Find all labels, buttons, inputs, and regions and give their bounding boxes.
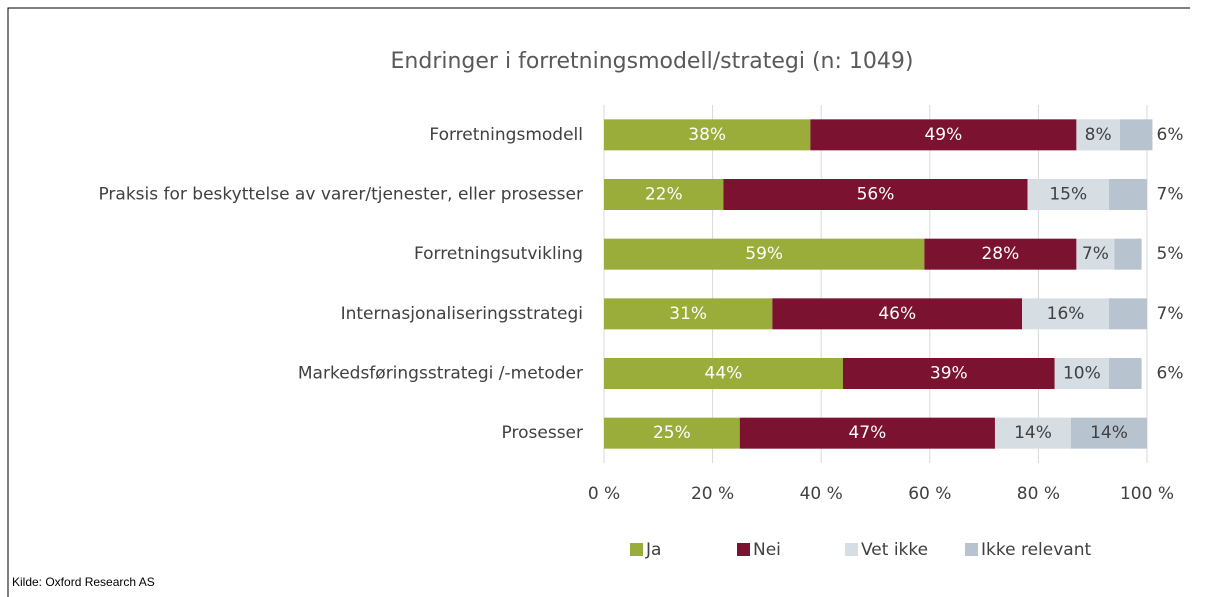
y-tick-label: Forretningsmodell: [429, 125, 583, 145]
legend-swatch: [630, 543, 643, 556]
bar-segment: [1027, 179, 1109, 210]
value-label: 28%: [981, 244, 1019, 264]
bar-segment: [1076, 238, 1115, 270]
bar-segment: [604, 238, 925, 270]
bar-segment: [772, 298, 1023, 330]
legend-swatch: [965, 543, 978, 556]
value-label: 7%: [1157, 304, 1184, 324]
value-label: 10%: [1063, 364, 1101, 384]
bar-segment: [994, 417, 1071, 449]
bar-segment: [1054, 358, 1109, 389]
bar-segment: [1022, 298, 1109, 330]
bar-segment: [604, 417, 740, 449]
legend-label: Nei: [753, 540, 781, 560]
value-label: 15%: [1049, 185, 1087, 205]
value-label: 7%: [1082, 244, 1109, 264]
value-label: 6%: [1157, 364, 1184, 384]
legend-label: Ikke relevant: [981, 540, 1091, 560]
source: Kilde: Oxford Research AS: [12, 575, 155, 589]
x-tick-label: 20 %: [691, 484, 734, 504]
bar-segment: [604, 298, 773, 330]
bar-segment: [723, 179, 1028, 210]
value-label: 31%: [669, 304, 707, 324]
value-label: 8%: [1085, 125, 1112, 145]
value-label: 44%: [705, 364, 743, 384]
value-label: 5%: [1157, 244, 1184, 264]
bar-segment: [1108, 358, 1142, 389]
value-label: 14%: [1014, 423, 1052, 443]
bar-segment: [810, 119, 1077, 151]
bar-segment: [1108, 298, 1147, 330]
y-tick-label: Forretningsutvikling: [414, 244, 583, 264]
x-tick-label: 100 %: [1120, 484, 1174, 504]
x-tick-label: 0 %: [588, 484, 620, 504]
y-tick-label: Prosesser: [502, 423, 583, 443]
legend-swatch: [845, 543, 858, 556]
x-tick-label: 40 %: [800, 484, 843, 504]
value-label: 38%: [688, 125, 726, 145]
value-label: 59%: [745, 244, 783, 264]
value-label: 6%: [1157, 125, 1184, 145]
value-label: 22%: [645, 185, 683, 205]
bar-segment: [924, 238, 1077, 270]
bar-segment: [739, 417, 995, 449]
value-label: 14%: [1090, 423, 1128, 443]
bar-segment: [842, 358, 1055, 389]
bar-segment: [604, 119, 811, 151]
y-tick-label: Markedsføringsstrategi /-metoder: [298, 364, 583, 384]
legend-swatch: [737, 543, 750, 556]
value-label: 7%: [1157, 185, 1184, 205]
value-label: 16%: [1047, 304, 1085, 324]
bar-segment: [1070, 417, 1147, 449]
bar-segment: [1114, 238, 1142, 270]
legend-label: Ja: [645, 540, 661, 560]
legend-label: Vet ikke: [861, 540, 928, 560]
value-label: 49%: [924, 125, 962, 145]
value-label: 25%: [653, 423, 691, 443]
value-label: 56%: [857, 185, 895, 205]
bar-segment: [604, 179, 724, 210]
value-label: 46%: [878, 304, 916, 324]
bar-segment: [604, 358, 843, 389]
value-label: 39%: [930, 364, 968, 384]
y-tick-label: Praksis for beskyttelse av varer/tjenest…: [98, 185, 583, 205]
x-tick-label: 80 %: [1017, 484, 1060, 504]
x-tick-label: 60 %: [908, 484, 951, 504]
chart-title: Endringer i forretningsmodell/strategi (…: [391, 49, 914, 74]
y-tick-label: Internasjonaliseringsstrategi: [341, 304, 583, 324]
bar-segment: [1108, 179, 1147, 210]
bar-segment: [1076, 119, 1120, 151]
frame: [7, 7, 1190, 597]
value-label: 47%: [848, 423, 886, 443]
bar-segment: [1119, 119, 1153, 151]
